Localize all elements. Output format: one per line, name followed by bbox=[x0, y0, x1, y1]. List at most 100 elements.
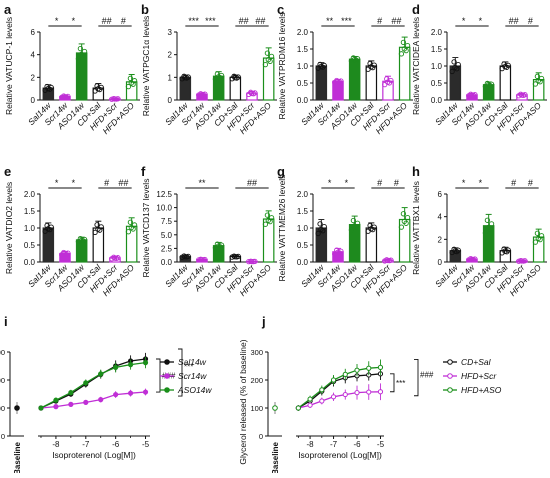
sig-label: * bbox=[479, 16, 483, 26]
data-point bbox=[182, 75, 188, 81]
x-axis-label: Isoproterenol (Log[M]) bbox=[52, 450, 136, 460]
data-point bbox=[268, 215, 275, 221]
x-axis-label: Isoproterenol (Log[M]) bbox=[298, 450, 382, 460]
data-point bbox=[455, 61, 461, 68]
data-point bbox=[377, 389, 384, 395]
panel-letter: a bbox=[4, 2, 12, 17]
data-point bbox=[61, 94, 68, 100]
sig-label: # bbox=[511, 178, 516, 188]
panel-letter: b bbox=[141, 2, 149, 17]
data-point bbox=[61, 251, 68, 257]
y-tick-label: 6 bbox=[438, 190, 443, 199]
y-tick-label: 0.0 bbox=[297, 258, 309, 267]
bar bbox=[398, 46, 411, 101]
data-point bbox=[215, 243, 221, 249]
y-tick-label: 2.5 bbox=[161, 244, 173, 253]
y-tick-label: 4 bbox=[438, 213, 443, 222]
data-point bbox=[321, 62, 327, 69]
data-point bbox=[404, 43, 411, 49]
data-point bbox=[45, 85, 51, 92]
data-point bbox=[455, 247, 461, 253]
y-tick-label: 1.0 bbox=[24, 224, 36, 233]
panel-letter: c bbox=[277, 2, 284, 17]
data-point bbox=[235, 253, 241, 260]
bar bbox=[75, 239, 88, 263]
y-tick-label: 0.5 bbox=[297, 79, 309, 88]
y-tick-label: 10.0 bbox=[156, 204, 172, 213]
data-point bbox=[262, 221, 269, 227]
y-tick-label: 200 bbox=[0, 376, 5, 385]
data-point bbox=[518, 258, 525, 264]
sig-label: ## bbox=[239, 16, 249, 26]
data-point bbox=[218, 242, 225, 248]
sig-label: ## bbox=[255, 16, 265, 26]
data-point bbox=[317, 221, 323, 227]
data-point bbox=[522, 258, 528, 264]
sig-label: * bbox=[55, 178, 59, 188]
y-tick-label: 2.0 bbox=[24, 190, 36, 199]
sig-label: # bbox=[528, 16, 533, 26]
sig-label: ** bbox=[326, 16, 334, 26]
data-point bbox=[330, 377, 337, 383]
data-point bbox=[338, 248, 344, 254]
data-point bbox=[342, 371, 348, 377]
data-point bbox=[45, 226, 51, 232]
sig-label: * bbox=[55, 16, 59, 26]
y-tick-label: 100 bbox=[250, 404, 263, 413]
data-point bbox=[77, 45, 84, 52]
data-point bbox=[111, 255, 118, 261]
data-point bbox=[368, 226, 374, 232]
data-point bbox=[127, 219, 134, 225]
data-point bbox=[368, 64, 374, 70]
data-point bbox=[125, 229, 132, 235]
sig-label: ### bbox=[420, 371, 434, 380]
data-point bbox=[115, 96, 121, 102]
data-point bbox=[518, 92, 525, 98]
data-point bbox=[142, 389, 149, 395]
y-tick-label: 0 bbox=[168, 96, 173, 105]
data-point bbox=[185, 74, 191, 80]
data-point bbox=[307, 402, 313, 408]
sig-label: * bbox=[462, 178, 466, 188]
baseline-point bbox=[14, 405, 20, 411]
data-point bbox=[351, 56, 357, 63]
y-axis-label: Relative VATDIO2 levels bbox=[4, 182, 14, 274]
bar bbox=[125, 225, 138, 263]
data-point bbox=[404, 214, 411, 221]
data-point bbox=[485, 82, 491, 88]
sig-label: *** bbox=[396, 379, 405, 388]
sig-bracket bbox=[156, 358, 161, 393]
y-axis-label: Relative VATPGC1α levels bbox=[141, 16, 151, 117]
data-point bbox=[484, 217, 491, 223]
x-tick-label: -5 bbox=[377, 440, 385, 449]
data-point bbox=[198, 256, 205, 263]
y-tick-label: 100 bbox=[0, 404, 5, 413]
y-tick-label: 1 bbox=[168, 73, 173, 82]
data-point bbox=[401, 218, 407, 225]
bar bbox=[315, 65, 328, 101]
y-tick-label: 0.0 bbox=[431, 96, 443, 105]
data-point bbox=[68, 390, 74, 396]
bar bbox=[315, 227, 328, 263]
data-point bbox=[83, 399, 89, 405]
data-point bbox=[338, 78, 344, 84]
y-tick-label: 0.5 bbox=[24, 241, 36, 250]
panel-letter: j bbox=[261, 314, 266, 329]
y-tick-label: 0.0 bbox=[24, 258, 36, 267]
y-tick-label: 2.0 bbox=[297, 190, 309, 199]
legend-label: HFD+Scr bbox=[461, 371, 497, 381]
data-point bbox=[75, 56, 82, 62]
data-point bbox=[449, 68, 455, 75]
data-point bbox=[53, 404, 59, 410]
data-point bbox=[538, 233, 545, 239]
y-tick-label: 0 bbox=[31, 96, 36, 105]
sig-bracket bbox=[390, 373, 395, 393]
sig-label: ## bbox=[247, 178, 257, 188]
y-tick-label: 1.5 bbox=[297, 207, 309, 216]
y-tick-label: 0 bbox=[259, 432, 263, 441]
data-point bbox=[502, 248, 508, 254]
sig-label: *** bbox=[184, 363, 193, 372]
y-axis-label: Relative VATCIDEA levels bbox=[411, 17, 421, 115]
legend-marker bbox=[164, 387, 170, 393]
data-point bbox=[452, 64, 458, 71]
